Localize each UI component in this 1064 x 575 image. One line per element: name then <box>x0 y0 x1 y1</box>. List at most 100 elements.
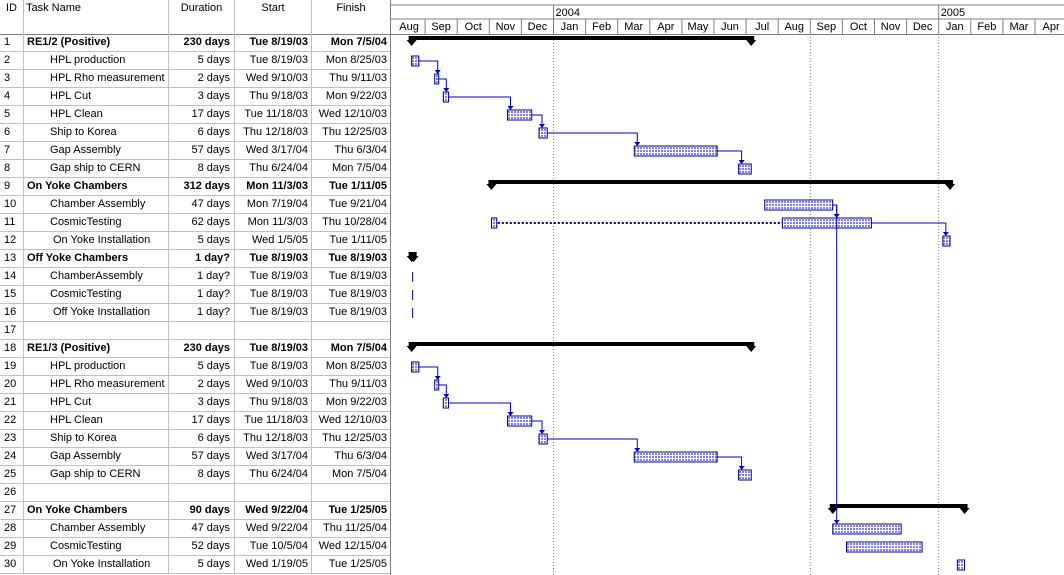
task-start[interactable] <box>235 322 312 339</box>
column-header-finish[interactable]: Finish <box>312 0 390 34</box>
task-name[interactable]: Chamber Assembly <box>24 520 169 537</box>
table-row[interactable]: 19 HPL production 5 days Tue 8/19/03 Mon 8/2… <box>0 358 390 376</box>
table-row[interactable]: 28 Chamber Assembly 47 days Wed 9/22/04 Thu … <box>0 520 390 538</box>
task-start[interactable]: Tue 11/18/03 <box>235 106 312 123</box>
task-finish[interactable]: Mon 8/25/03 <box>325 360 387 372</box>
task-start[interactable]: Tue 8/19/03 <box>235 340 312 357</box>
task-finish[interactable]: Wed 12/10/03 <box>318 108 387 120</box>
task-finish[interactable]: Thu 6/3/04 <box>334 450 387 462</box>
task-finish[interactable]: Mon 7/5/04 <box>331 162 387 174</box>
task-name[interactable]: Ship to Korea <box>24 124 169 141</box>
task-finish[interactable]: Mon 7/5/04 <box>331 468 387 480</box>
task-name[interactable]: Gap ship to CERN <box>24 160 169 177</box>
task-duration[interactable]: 5 days <box>169 232 235 249</box>
task-start[interactable]: Tue 8/19/03 <box>235 52 312 69</box>
table-row[interactable]: 20 HPL Rho measurement 2 days Wed 9/10/03 Th… <box>0 376 390 394</box>
table-row[interactable]: 4 HPL Cut 3 days Thu 9/18/03 Mon 9/22/03 <box>0 88 390 106</box>
table-row[interactable]: 1 RE1/2 (Positive) 230 days Tue 8/19/03 Mon … <box>0 34 390 52</box>
task-start[interactable]: Thu 9/18/03 <box>235 394 312 411</box>
task-start[interactable] <box>235 484 312 501</box>
table-row[interactable]: 14 ChamberAssembly 1 day? Tue 8/19/03 Tue 8/… <box>0 268 390 286</box>
task-duration[interactable] <box>169 322 235 339</box>
table-row[interactable]: 2 HPL production 5 days Tue 8/19/03 Mon 8/25… <box>0 52 390 70</box>
task-start[interactable]: Mon 7/19/04 <box>235 196 312 213</box>
task-duration[interactable]: 17 days <box>169 412 235 429</box>
task-name[interactable]: On Yoke Installation <box>24 232 169 249</box>
task-duration[interactable]: 1 day? <box>169 268 235 285</box>
task-finish[interactable]: Wed 12/10/03 <box>318 414 387 426</box>
task-duration[interactable]: 2 days <box>169 376 235 393</box>
task-finish[interactable]: Mon 7/5/04 <box>330 342 387 354</box>
task-name[interactable]: Gap Assembly <box>24 448 169 465</box>
table-row[interactable]: 26 <box>0 484 390 502</box>
task-start[interactable]: Tue 10/5/04 <box>235 538 312 555</box>
task-name[interactable]: Gap Assembly <box>24 142 169 159</box>
column-header-duration[interactable]: Duration <box>169 0 235 34</box>
task-duration[interactable]: 1 day? <box>169 304 235 321</box>
task-start[interactable]: Wed 1/19/05 <box>235 556 312 573</box>
task-name[interactable]: RE1/3 (Positive) <box>24 340 169 357</box>
table-row[interactable]: 5 HPL Clean 17 days Tue 11/18/03 Wed 12/10/0… <box>0 106 390 124</box>
task-start[interactable]: Wed 9/22/04 <box>235 520 312 537</box>
table-row[interactable]: 10 Chamber Assembly 47 days Mon 7/19/04 Tue … <box>0 196 390 214</box>
table-row[interactable]: 24 Gap Assembly 57 days Wed 3/17/04 Thu 6/3/… <box>0 448 390 466</box>
task-name[interactable] <box>24 484 169 501</box>
task-start[interactable]: Thu 12/18/03 <box>235 124 312 141</box>
task-name[interactable]: ChamberAssembly <box>24 268 169 285</box>
task-name[interactable]: CosmicTesting <box>24 214 169 231</box>
task-duration[interactable]: 3 days <box>169 394 235 411</box>
task-finish[interactable]: Thu 10/28/04 <box>322 216 387 228</box>
column-header-task-name[interactable]: Task Name <box>24 0 169 34</box>
task-name[interactable]: On Yoke Installation <box>24 556 169 573</box>
task-finish[interactable]: Mon 9/22/03 <box>325 396 387 408</box>
column-header-id[interactable]: ID <box>0 0 24 34</box>
task-start[interactable]: Wed 9/10/03 <box>235 70 312 87</box>
table-row[interactable]: 18 RE1/3 (Positive) 230 days Tue 8/19/03 Mon… <box>0 340 390 358</box>
task-start[interactable]: Tue 8/19/03 <box>235 250 312 267</box>
task-start[interactable]: Thu 9/18/03 <box>235 88 312 105</box>
task-name[interactable]: CosmicTesting <box>24 538 169 555</box>
task-name[interactable]: Chamber Assembly <box>24 196 169 213</box>
task-start[interactable]: Tue 8/19/03 <box>235 304 312 321</box>
table-row[interactable]: 21 HPL Cut 3 days Thu 9/18/03 Mon 9/22/03 <box>0 394 390 412</box>
table-row[interactable]: 6 Ship to Korea 6 days Thu 12/18/03 Thu 12/2… <box>0 124 390 142</box>
task-name[interactable]: HPL production <box>24 358 169 375</box>
task-start[interactable]: Mon 11/3/03 <box>235 214 312 231</box>
task-start[interactable]: Thu 12/18/03 <box>235 430 312 447</box>
table-row[interactable]: 29 CosmicTesting 52 days Tue 10/5/04 Wed 12/… <box>0 538 390 556</box>
table-row[interactable]: 16 Off Yoke Installation 1 day? Tue 8/19/03… <box>0 304 390 322</box>
table-row[interactable]: 11 CosmicTesting 62 days Mon 11/3/03 Thu 10/… <box>0 214 390 232</box>
table-row[interactable]: 25 Gap ship to CERN 8 days Thu 6/24/04 Mon 7… <box>0 466 390 484</box>
task-name[interactable]: HPL Clean <box>24 106 169 123</box>
task-finish[interactable]: Thu 9/11/03 <box>329 378 387 390</box>
table-row[interactable]: 7 Gap Assembly 57 days Wed 3/17/04 Thu 6/3/0… <box>0 142 390 160</box>
task-duration[interactable]: 3 days <box>169 88 235 105</box>
task-duration[interactable]: 8 days <box>169 160 235 177</box>
task-duration[interactable]: 312 days <box>169 178 235 195</box>
table-row[interactable]: 23 Ship to Korea 6 days Thu 12/18/03 Thu 12/… <box>0 430 390 448</box>
task-duration[interactable]: 230 days <box>169 34 235 51</box>
task-duration[interactable]: 5 days <box>169 556 235 573</box>
task-finish[interactable]: Tue 8/19/03 <box>328 288 387 300</box>
task-duration[interactable]: 2 days <box>169 70 235 87</box>
task-finish[interactable]: Thu 9/11/03 <box>329 72 387 84</box>
table-row[interactable]: 22 HPL Clean 17 days Tue 11/18/03 Wed 12/10/… <box>0 412 390 430</box>
task-duration[interactable]: 1 day? <box>169 286 235 303</box>
task-duration[interactable]: 47 days <box>169 196 235 213</box>
task-finish[interactable] <box>312 484 390 501</box>
task-start[interactable]: Tue 8/19/03 <box>235 268 312 285</box>
table-row[interactable]: 8 Gap ship to CERN 8 days Thu 6/24/04 Mon 7/… <box>0 160 390 178</box>
task-duration[interactable]: 6 days <box>169 124 235 141</box>
task-start[interactable]: Tue 8/19/03 <box>235 34 312 51</box>
table-row[interactable]: 3 HPL Rho measurement 2 days Wed 9/10/03 Thu… <box>0 70 390 88</box>
task-name[interactable]: Off Yoke Installation <box>24 304 169 321</box>
task-start[interactable]: Tue 11/18/03 <box>235 412 312 429</box>
task-duration[interactable]: 57 days <box>169 142 235 159</box>
task-duration[interactable]: 47 days <box>169 520 235 537</box>
task-name[interactable]: HPL Rho measurement <box>24 70 169 87</box>
task-duration[interactable]: 17 days <box>169 106 235 123</box>
table-row[interactable]: 17 <box>0 322 390 340</box>
task-name[interactable] <box>24 322 169 339</box>
task-start[interactable]: Thu 6/24/04 <box>235 160 312 177</box>
task-finish[interactable]: Mon 9/22/03 <box>325 90 387 102</box>
